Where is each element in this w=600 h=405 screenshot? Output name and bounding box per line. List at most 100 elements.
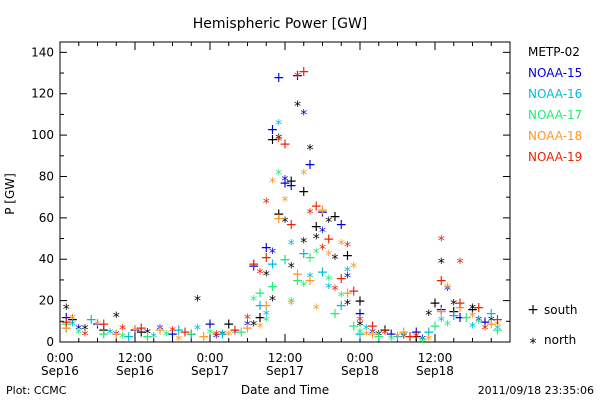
data-point-south: + [335,271,347,287]
data-point-south: + [460,310,472,326]
data-point-south: + [204,316,216,332]
data-point-south: + [154,323,166,339]
data-point-south: + [248,256,260,272]
data-point-north: * [444,281,451,297]
data-point-north: * [325,248,332,264]
footer-timestamp: 2011/09/18 23:35:06 [478,384,594,397]
data-point-north: * [388,333,395,349]
data-point-south: + [492,323,504,339]
data-point-north: * [269,176,276,192]
data-point-south: + [467,302,479,318]
data-point-south: + [242,321,254,337]
y-tick-label: 140 [31,45,54,59]
data-point-north: * [163,329,170,345]
data-point-south: + [435,302,447,318]
data-point-north: * [413,331,420,347]
data-point-north: * [469,320,476,336]
data-point-north: * [332,283,339,299]
data-point-south: + [292,267,304,283]
data-point-north: * [282,173,289,189]
data-point-south: + [67,312,79,328]
data-point-south: + [317,205,329,221]
chart-title: Hemispheric Power [GW] [193,16,368,32]
data-point-south: + [404,329,416,345]
data-point-south: + [142,329,154,345]
data-point-north: * [263,269,270,285]
data-point-north: * [307,207,314,223]
data-point-south: + [279,176,291,192]
data-point-south: + [267,279,279,295]
data-point-south: + [354,327,366,343]
data-point-north: * [113,329,120,345]
data-point-north: * [488,314,495,330]
data-point-north: * [294,99,301,115]
x-tick-label-date: Sep17 [266,364,304,378]
data-point-north: * [250,318,257,334]
data-point-south: + [335,298,347,314]
data-point-south: + [173,323,185,339]
data-point-south: + [179,325,191,341]
data-point-south: + [354,294,366,310]
data-point-south: + [304,273,316,289]
legend-entry: NOAA-19 [528,150,582,164]
data-point-south: + [329,306,341,322]
data-point-south: + [235,325,247,341]
data-point-south: + [135,321,147,337]
data-point-south: + [385,327,397,343]
x-axis-label: Date and Time [241,383,329,397]
data-point-north: * [119,322,126,338]
data-point-south: + [267,256,279,272]
y-tick-label: 40 [39,252,54,266]
data-point-south: + [492,312,504,328]
data-point-south: + [285,217,297,233]
data-point-north: * [344,265,351,281]
x-tick-label-time: 12:00 [418,351,453,365]
data-point-north: * [69,318,76,334]
data-point-south: + [410,325,422,341]
data-point-north: * [344,298,351,314]
data-point-north: * [288,296,295,312]
data-point-south: + [60,314,72,330]
data-point-south: + [317,265,329,281]
legend-entry: NOAA-18 [528,129,582,143]
data-point-north: * [394,331,401,347]
y-tick-label: 60 [39,211,54,225]
data-point-south: + [348,318,360,334]
x-tick-label-date: Sep18 [416,364,454,378]
data-point-north: * [282,215,289,231]
data-point-north: * [244,312,251,328]
data-point-south: + [454,300,466,316]
data-point-south: + [454,310,466,326]
data-point-south: + [273,211,285,227]
data-point-south: + [85,312,97,328]
data-point-north: * [82,329,89,345]
data-point-south: + [435,304,447,320]
data-point-north: * [350,260,357,276]
data-point-north: * [75,322,82,338]
data-point-north: * [269,293,276,309]
data-point-south: + [167,327,179,343]
marker-legend-symbol: + [527,302,539,318]
data-point-north: * [313,231,320,247]
data-point-north: * [263,308,270,324]
data-point-south: + [254,298,266,314]
data-point-south: + [98,323,110,339]
data-point-north: * [400,329,407,345]
data-point-north: * [213,329,220,345]
data-point-north: * [338,238,345,254]
x-tick-label-date: Sep16 [41,364,79,378]
data-point-north: * [425,333,432,349]
data-point-north: * [288,260,295,276]
data-point-south: + [279,252,291,268]
x-tick-label-time: 0:00 [197,351,224,365]
data-point-north: * [325,273,332,289]
legend-entry: NOAA-17 [528,108,582,122]
data-point-south: + [435,273,447,289]
data-point-south: + [129,323,141,339]
data-point-north: * [75,327,82,343]
data-point-north: * [400,331,407,347]
data-point-south: + [292,68,304,84]
data-point-south: + [60,310,72,326]
data-point-north: * [194,293,201,309]
data-point-south: + [392,329,404,345]
